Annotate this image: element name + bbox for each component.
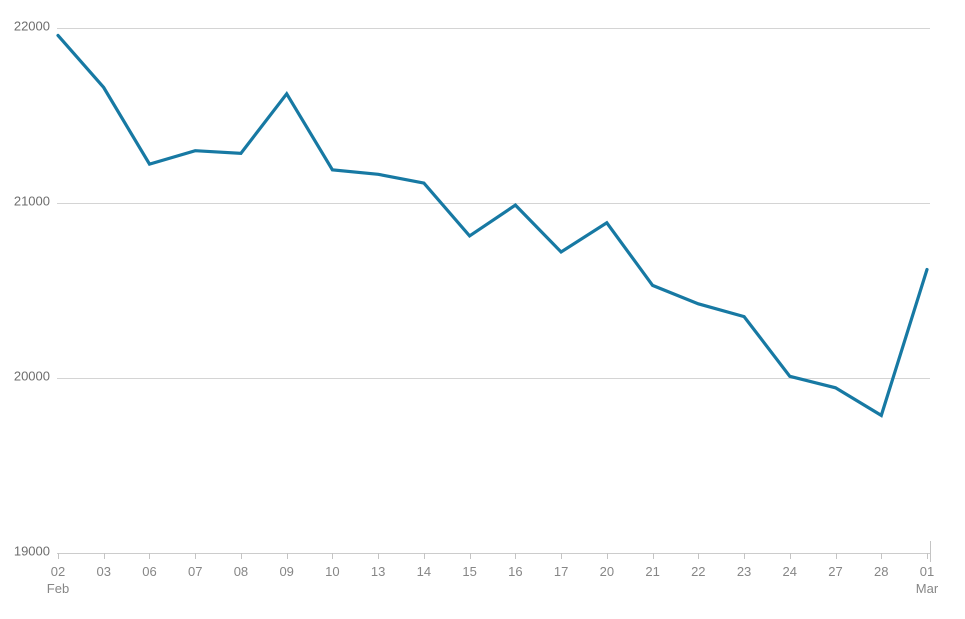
x-axis-label: 03 (97, 564, 111, 579)
x-axis-label: 08 (234, 564, 248, 579)
x-axis-label: 20 (600, 564, 614, 579)
x-axis-label: 17 (554, 564, 568, 579)
x-axis-label: 09 (279, 564, 293, 579)
y-axis-label: 20000 (14, 369, 50, 384)
y-axis-label: 22000 (14, 19, 50, 34)
x-axis-month-label: Mar (916, 581, 939, 596)
y-axis-label: 19000 (14, 544, 50, 559)
x-axis-month-label: Feb (47, 581, 69, 596)
series-line (56, 33, 929, 418)
x-axis-label: 10 (325, 564, 339, 579)
x-axis-label: 21 (645, 564, 659, 579)
x-axis-label: 28 (874, 564, 888, 579)
x-axis-label: 02 (51, 564, 65, 579)
x-axis-label: 14 (417, 564, 431, 579)
x-axis-label: 27 (828, 564, 842, 579)
x-axis-label: 13 (371, 564, 385, 579)
x-axis-label: 07 (188, 564, 202, 579)
x-axis-label: 22 (691, 564, 705, 579)
x-axis-label: 24 (783, 564, 797, 579)
x-axis-label: 15 (462, 564, 476, 579)
x-axis-label: 16 (508, 564, 522, 579)
x-axis-label: 23 (737, 564, 751, 579)
y-axis-label: 21000 (14, 194, 50, 209)
x-axis-label: 06 (142, 564, 156, 579)
x-axis-label: 01 (920, 564, 934, 579)
